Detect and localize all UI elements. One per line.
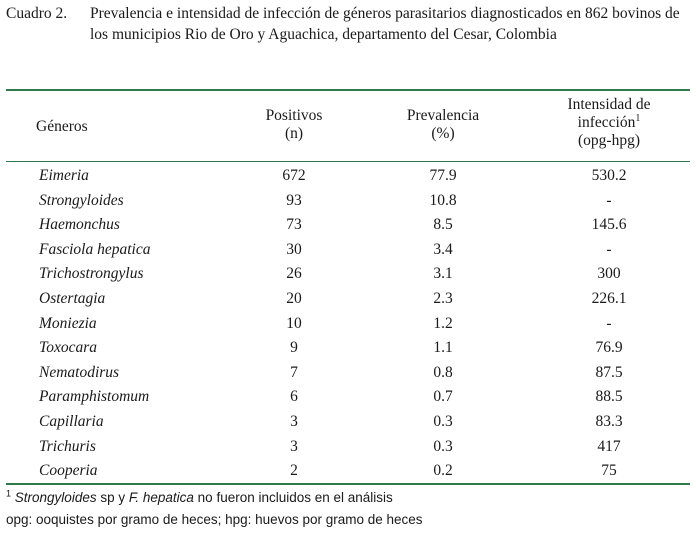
table-row: Eimeria 672 77.9 530.2: [0, 165, 696, 190]
table-bottom-rule: [6, 483, 690, 485]
cell-genus: Moniezia: [39, 314, 97, 332]
cell-positives: 30: [286, 240, 302, 258]
cell-prevalence: 0.3: [433, 412, 453, 430]
cell-genus: Haemonchus: [39, 216, 120, 234]
caption-text: Prevalencia e intensidad de infección de…: [90, 5, 680, 43]
cell-genus: Cooperia: [39, 462, 98, 480]
footnote-1-italic-b: F. hepatica: [128, 490, 194, 505]
table-row: Haemonchus 73 8.5 145.6: [0, 214, 696, 239]
footnote-2: opg: ooquistes por gramo de heces; hpg: …: [6, 512, 423, 527]
header-genus: Géneros: [36, 118, 88, 136]
header-intensity-line2: infección: [577, 114, 636, 131]
header-genus-label: Géneros: [36, 118, 88, 135]
cell-prevalence: 3.4: [433, 240, 453, 258]
header-prevalence-line1: Prevalencia: [406, 107, 480, 124]
footnote-1-mark: 1: [6, 488, 12, 499]
table-row: Ostertagia 20 2.3 226.1: [0, 288, 696, 313]
table-row: Trichuris 3 0.3 417: [0, 436, 696, 461]
cell-genus: Strongyloides: [39, 191, 124, 209]
footnote-1-italic-a: Strongyloides: [14, 490, 97, 505]
cell-genus: Eimeria: [39, 167, 89, 184]
caption-label: Cuadro 2.: [6, 5, 68, 22]
cell-intensity: 300: [597, 265, 621, 283]
cell-intensity: 88.5: [595, 388, 623, 406]
cell-genus: Capillaria: [39, 412, 104, 430]
cell-intensity: 83.3: [595, 412, 623, 430]
header-positives-line2: (n): [284, 125, 304, 142]
table-row: Toxocara 9 1.1 76.9: [0, 337, 696, 362]
footnote-1-text-b: no fueron incluidos en el análisis: [193, 490, 393, 505]
cell-positives: 6: [290, 388, 298, 406]
footnote-1-text-a: sp y: [96, 490, 129, 505]
cell-prevalence: 2.3: [433, 289, 453, 307]
cell-positives: 20: [286, 289, 302, 307]
cell-intensity: 530.2: [591, 167, 627, 184]
table-row: Capillaria 3 0.3 83.3: [0, 411, 696, 436]
table-top-rule: [6, 89, 690, 91]
cell-positives: 10: [286, 314, 302, 332]
table-row: Moniezia 10 1.2 -: [0, 313, 696, 338]
table-row: Fasciola hepatica 30 3.4 -: [0, 239, 696, 264]
cell-intensity: 417: [597, 437, 621, 455]
footnote-1: 1 Strongyloides sp y F. hepatica no fuer…: [6, 489, 393, 507]
table-row: Paramphistomum 6 0.7 88.5: [0, 386, 696, 411]
header-prevalence: Prevalencia (%): [388, 107, 498, 143]
cell-positives: 26: [286, 265, 302, 283]
table-row: Strongyloides 93 10.8 -: [0, 190, 696, 215]
cell-intensity: 76.9: [595, 339, 623, 357]
header-intensity-line2-wrap: infección1: [544, 112, 674, 132]
header-positives-line1: Positivos: [265, 107, 323, 124]
header-intensity-line1: Intensidad de: [567, 96, 651, 113]
cell-prevalence: 1.1: [433, 339, 453, 357]
cell-genus: Trichostrongylus: [39, 265, 144, 283]
cell-positives: 73: [286, 216, 302, 234]
cell-positives: 93: [286, 191, 302, 209]
cell-genus: Toxocara: [39, 339, 97, 357]
cell-genus: Paramphistomum: [39, 388, 150, 406]
cell-positives: 7: [290, 363, 298, 381]
cell-genus: Ostertagia: [39, 289, 106, 307]
cell-genus: Trichuris: [39, 437, 96, 455]
cell-intensity: -: [606, 240, 612, 258]
cell-intensity: -: [606, 314, 612, 332]
table-body: Eimeria 672 77.9 530.2 Strongyloides 93 …: [0, 165, 696, 485]
cell-positives: 3: [290, 412, 298, 430]
cell-prevalence: 0.3: [433, 437, 453, 455]
header-intensity-line3: (opg-hpg): [578, 132, 640, 149]
cell-positives: 672: [282, 167, 306, 184]
cell-positives: 3: [290, 437, 298, 455]
cell-prevalence: 0.7: [433, 388, 453, 406]
table-row: Trichostrongylus 26 3.1 300: [0, 263, 696, 288]
cell-prevalence: 0.8: [433, 363, 453, 381]
cell-intensity: 226.1: [591, 289, 627, 307]
cell-prevalence: 77.9: [429, 167, 457, 184]
table-row: Nematodirus 7 0.8 87.5: [0, 362, 696, 387]
cell-prevalence: 3.1: [433, 265, 453, 283]
cell-genus: Nematodirus: [39, 363, 120, 381]
cell-intensity: 145.6: [591, 216, 627, 234]
cell-intensity: 75: [601, 462, 617, 480]
header-prevalence-line2: (%): [431, 125, 455, 142]
header-positives: Positivos (n): [244, 107, 344, 143]
table-row: Cooperia 2 0.2 75: [0, 460, 696, 485]
cell-prevalence: 1.2: [433, 314, 453, 332]
cell-positives: 9: [290, 339, 298, 357]
cell-prevalence: 10.8: [429, 191, 457, 209]
cell-positives: 2: [290, 462, 298, 480]
cell-intensity: -: [606, 191, 612, 209]
table-header-rule: [6, 161, 690, 162]
header-intensity-footnote-mark: 1: [635, 112, 641, 124]
cell-genus: Fasciola hepatica: [39, 240, 151, 258]
cell-intensity: 87.5: [595, 363, 623, 381]
cell-prevalence: 0.2: [433, 462, 453, 480]
header-intensity: Intensidad de infección1 (opg-hpg): [544, 96, 674, 150]
cell-prevalence: 8.5: [433, 216, 453, 234]
